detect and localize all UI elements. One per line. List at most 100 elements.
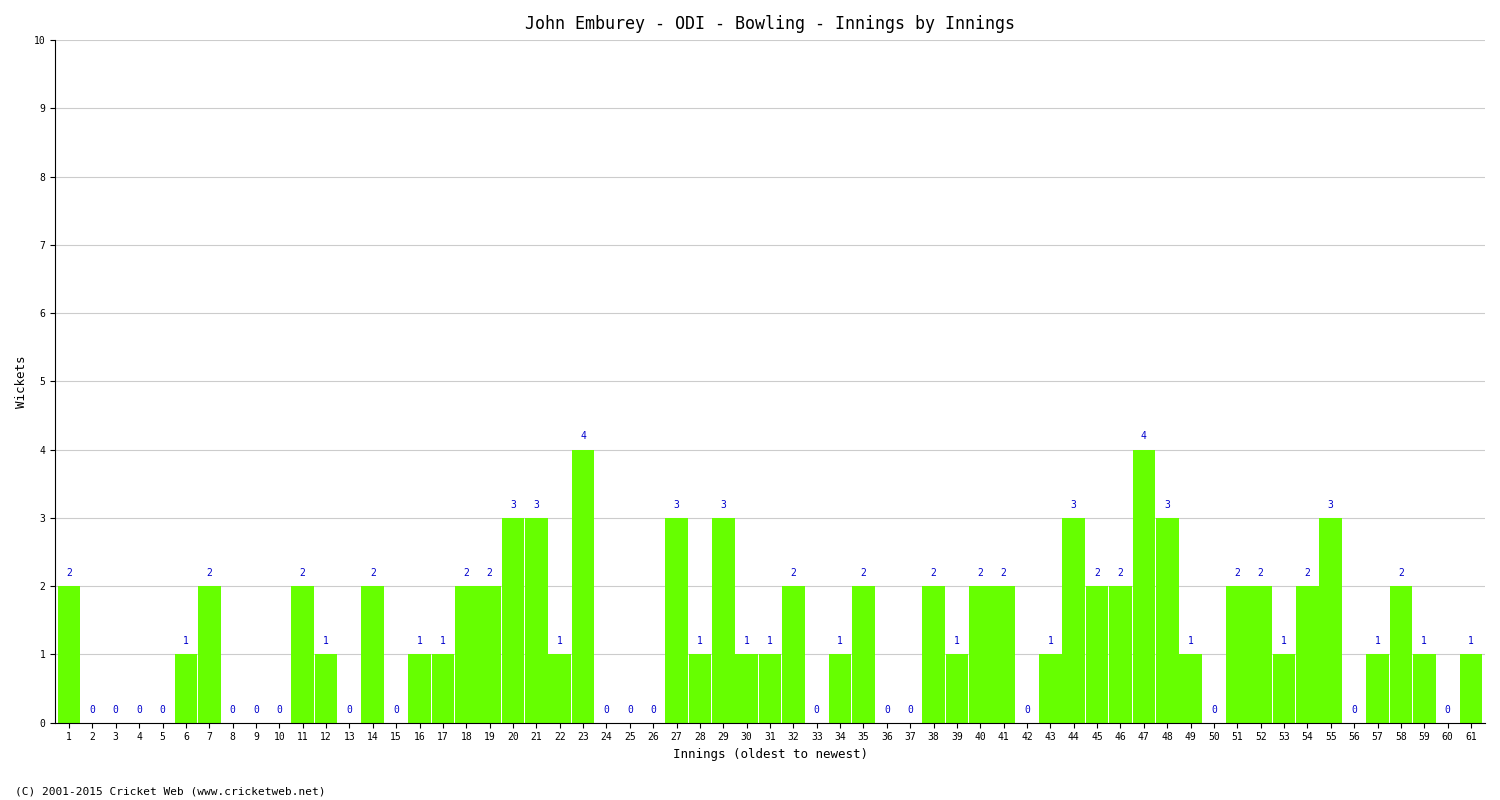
Text: 1: 1 <box>1047 636 1053 646</box>
Text: 1: 1 <box>417 636 423 646</box>
Bar <box>291 586 314 722</box>
Bar <box>1108 586 1132 722</box>
Text: 2: 2 <box>370 568 375 578</box>
Text: 2: 2 <box>1234 568 1240 578</box>
Text: 0: 0 <box>884 705 890 714</box>
Text: 1: 1 <box>1281 636 1287 646</box>
Bar <box>174 654 196 722</box>
Bar <box>57 586 81 722</box>
Bar <box>1226 586 1248 722</box>
Bar <box>549 654 572 722</box>
Text: 1: 1 <box>556 636 562 646</box>
Text: 2: 2 <box>1398 568 1404 578</box>
Text: 3: 3 <box>674 500 680 510</box>
Bar <box>1296 586 1318 722</box>
Text: 0: 0 <box>90 705 96 714</box>
Text: 0: 0 <box>230 705 236 714</box>
Text: 2: 2 <box>790 568 796 578</box>
Text: 2: 2 <box>300 568 306 578</box>
Text: 0: 0 <box>112 705 118 714</box>
Text: 1: 1 <box>766 636 772 646</box>
Text: 3: 3 <box>534 500 540 510</box>
Text: 1: 1 <box>1468 636 1474 646</box>
Bar <box>501 518 525 722</box>
Text: 0: 0 <box>159 705 165 714</box>
Text: 2: 2 <box>1305 568 1311 578</box>
Text: 2: 2 <box>978 568 982 578</box>
Text: 3: 3 <box>1071 500 1077 510</box>
Y-axis label: Wickets: Wickets <box>15 355 28 408</box>
Bar <box>1389 586 1411 722</box>
Text: 1: 1 <box>698 636 703 646</box>
Bar <box>572 450 594 722</box>
Text: 0: 0 <box>254 705 260 714</box>
Bar <box>712 518 735 722</box>
Bar <box>922 586 945 722</box>
Bar <box>1366 654 1389 722</box>
Bar <box>993 586 1016 722</box>
Bar <box>759 654 782 722</box>
Text: 2: 2 <box>861 568 867 578</box>
Bar <box>1062 518 1084 722</box>
Bar <box>362 586 384 722</box>
Bar <box>1320 518 1342 722</box>
Text: 1: 1 <box>744 636 750 646</box>
Bar <box>454 586 477 722</box>
Text: 0: 0 <box>627 705 633 714</box>
Bar <box>525 518 548 722</box>
Bar <box>1040 654 1062 722</box>
Text: 2: 2 <box>930 568 936 578</box>
Text: 0: 0 <box>136 705 142 714</box>
Text: 2: 2 <box>66 568 72 578</box>
Text: 1: 1 <box>1188 636 1194 646</box>
Bar <box>315 654 338 722</box>
Text: 1: 1 <box>322 636 328 646</box>
Text: 1: 1 <box>1374 636 1380 646</box>
Text: 4: 4 <box>1142 431 1148 442</box>
Text: 0: 0 <box>1024 705 1030 714</box>
Text: 0: 0 <box>603 705 609 714</box>
Bar <box>1250 586 1272 722</box>
Text: 1: 1 <box>837 636 843 646</box>
Bar <box>1179 654 1202 722</box>
Text: 3: 3 <box>1328 500 1334 510</box>
Text: 0: 0 <box>1444 705 1450 714</box>
Text: 4: 4 <box>580 431 586 442</box>
Bar <box>969 586 992 722</box>
Text: 0: 0 <box>650 705 656 714</box>
Text: 1: 1 <box>183 636 189 646</box>
Bar <box>1132 450 1155 722</box>
Text: 1: 1 <box>1422 636 1426 646</box>
Text: 2: 2 <box>1000 568 1006 578</box>
Bar <box>478 586 501 722</box>
Text: 2: 2 <box>1094 568 1100 578</box>
Bar <box>688 654 711 722</box>
Text: 2: 2 <box>207 568 212 578</box>
X-axis label: Innings (oldest to newest): Innings (oldest to newest) <box>672 748 867 761</box>
Text: (C) 2001-2015 Cricket Web (www.cricketweb.net): (C) 2001-2015 Cricket Web (www.cricketwe… <box>15 786 326 796</box>
Text: 0: 0 <box>276 705 282 714</box>
Title: John Emburey - ODI - Bowling - Innings by Innings: John Emburey - ODI - Bowling - Innings b… <box>525 15 1016 33</box>
Text: 0: 0 <box>1210 705 1216 714</box>
Bar <box>945 654 969 722</box>
Bar <box>1413 654 1436 722</box>
Text: 2: 2 <box>1118 568 1124 578</box>
Text: 2: 2 <box>464 568 470 578</box>
Bar <box>1272 654 1296 722</box>
Bar <box>664 518 688 722</box>
Text: 0: 0 <box>1352 705 1358 714</box>
Text: 0: 0 <box>908 705 914 714</box>
Text: 2: 2 <box>486 568 492 578</box>
Text: 0: 0 <box>346 705 352 714</box>
Bar <box>1156 518 1179 722</box>
Bar <box>830 654 852 722</box>
Text: 0: 0 <box>815 705 819 714</box>
Bar <box>408 654 430 722</box>
Text: 3: 3 <box>510 500 516 510</box>
Text: 3: 3 <box>1164 500 1170 510</box>
Bar <box>782 586 804 722</box>
Bar <box>432 654 454 722</box>
Bar <box>735 654 758 722</box>
Text: 2: 2 <box>1258 568 1263 578</box>
Text: 1: 1 <box>440 636 446 646</box>
